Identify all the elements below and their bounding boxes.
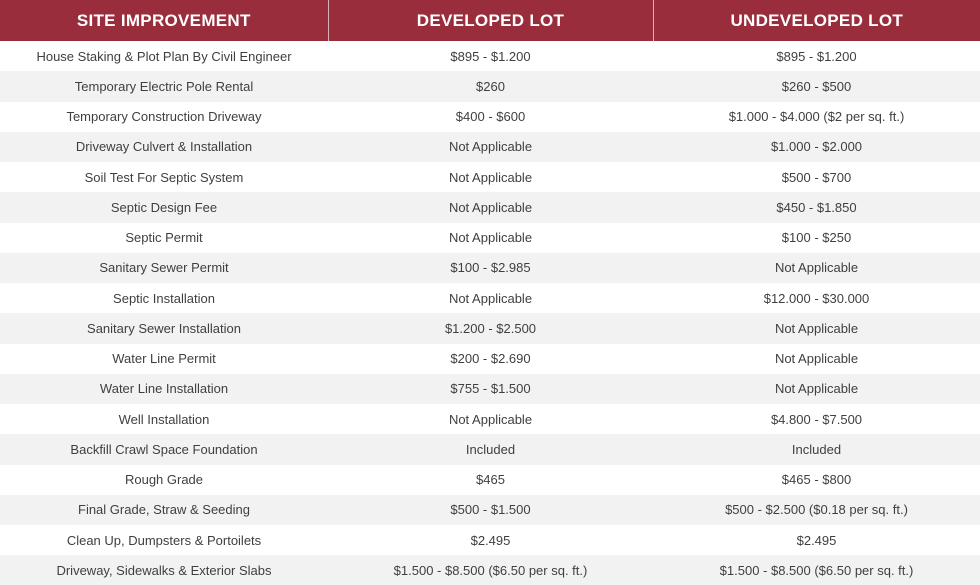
cell-undeveloped-lot: $1.000 - $2.000 <box>653 131 980 162</box>
cell-developed-lot: Not Applicable <box>328 222 653 253</box>
cell-undeveloped-lot: $2.495 <box>653 525 980 556</box>
cell-undeveloped-lot: $465 - $800 <box>653 464 980 495</box>
cell-developed-lot: Not Applicable <box>328 131 653 162</box>
table-row: Temporary Construction Driveway $400 - $6… <box>0 101 980 132</box>
cell-site-improvement: Rough Grade <box>0 464 328 495</box>
cell-site-improvement: Septic Installation <box>0 283 328 314</box>
table-row: Septic Permit Not Applicable $100 - $250 <box>0 222 980 253</box>
cell-site-improvement: Driveway, Sidewalks & Exterior Slabs <box>0 555 328 585</box>
cell-developed-lot: $200 - $2.690 <box>328 343 653 374</box>
cell-undeveloped-lot: Not Applicable <box>653 313 980 344</box>
cell-undeveloped-lot: Not Applicable <box>653 343 980 374</box>
cell-undeveloped-lot: $500 - $700 <box>653 162 980 193</box>
header-row: SITE IMPROVEMENT DEVELOPED LOT UNDEVELOP… <box>0 0 980 41</box>
cell-developed-lot: $1.500 - $8.500 ($6.50 per sq. ft.) <box>328 555 653 585</box>
cell-undeveloped-lot: $4.800 - $7.500 <box>653 404 980 435</box>
cell-site-improvement: Water Line Installation <box>0 373 328 404</box>
cell-developed-lot: $100 - $2.985 <box>328 252 653 283</box>
header-undeveloped-lot: UNDEVELOPED LOT <box>652 0 980 41</box>
cell-site-improvement: Water Line Permit <box>0 343 328 374</box>
cell-site-improvement: Well Installation <box>0 404 328 435</box>
table-row: Sanitary Sewer Installation $1.200 - $2.5… <box>0 313 980 344</box>
cell-site-improvement: Temporary Electric Pole Rental <box>0 71 328 102</box>
cell-site-improvement: Temporary Construction Driveway <box>0 101 328 132</box>
cell-developed-lot: $895 - $1.200 <box>328 41 653 72</box>
cell-developed-lot: Not Applicable <box>328 283 653 314</box>
table-row: Water Line Permit $200 - $2.690 Not Applic… <box>0 343 980 374</box>
cell-undeveloped-lot: Included <box>653 434 980 465</box>
cell-undeveloped-lot: $500 - $2.500 ($0.18 per sq. ft.) <box>653 494 980 525</box>
cell-developed-lot: $500 - $1.500 <box>328 494 653 525</box>
cell-site-improvement: Driveway Culvert & Installation <box>0 131 328 162</box>
cell-site-improvement: House Staking & Plot Plan By Civil Engin… <box>0 41 328 72</box>
table-row: Clean Up, Dumpsters & Portoilets $2.495 $2… <box>0 525 980 556</box>
cell-developed-lot: $755 - $1.500 <box>328 373 653 404</box>
table-row: Septic Design Fee Not Applicable $450 - $1… <box>0 192 980 223</box>
cell-developed-lot: Not Applicable <box>328 162 653 193</box>
cell-site-improvement: Sanitary Sewer Installation <box>0 313 328 344</box>
cell-site-improvement: Sanitary Sewer Permit <box>0 252 328 283</box>
cell-developed-lot: Included <box>328 434 653 465</box>
table-body: House Staking & Plot Plan By Civil Engin… <box>0 41 980 585</box>
cell-undeveloped-lot: $1.000 - $4.000 ($2 per sq. ft.) <box>653 101 980 132</box>
table-row: Final Grade, Straw & Seeding $500 - $1.50… <box>0 494 980 525</box>
table-row: Well Installation Not Applicable $4.800 - … <box>0 404 980 435</box>
cell-undeveloped-lot: $1.500 - $8.500 ($6.50 per sq. ft.) <box>653 555 980 585</box>
cell-site-improvement: Septic Design Fee <box>0 192 328 223</box>
cell-undeveloped-lot: Not Applicable <box>653 252 980 283</box>
table-row: House Staking & Plot Plan By Civil Engin… <box>0 41 980 72</box>
table-row: Temporary Electric Pole Rental $260 $260 -… <box>0 71 980 102</box>
table-row: Sanitary Sewer Permit $100 - $2.985 Not Ap… <box>0 252 980 283</box>
cell-site-improvement: Septic Permit <box>0 222 328 253</box>
cell-developed-lot: $2.495 <box>328 525 653 556</box>
cell-developed-lot: $400 - $600 <box>328 101 653 132</box>
cell-undeveloped-lot: $12.000 - $30.000 <box>653 283 980 314</box>
table-row: Backfill Crawl Space Foundation Included I… <box>0 434 980 465</box>
table-header: SITE IMPROVEMENT DEVELOPED LOT UNDEVELOP… <box>0 0 980 41</box>
cell-developed-lot: $465 <box>328 464 653 495</box>
table-row: Driveway, Sidewalks & Exterior Slabs $1.5… <box>0 555 980 585</box>
cell-undeveloped-lot: Not Applicable <box>653 373 980 404</box>
cell-site-improvement: Backfill Crawl Space Foundation <box>0 434 328 465</box>
cell-undeveloped-lot: $450 - $1.850 <box>653 192 980 223</box>
table-row: Rough Grade $465 $465 - $800 <box>0 464 980 495</box>
cell-site-improvement: Clean Up, Dumpsters & Portoilets <box>0 525 328 556</box>
table-row: Septic Installation Not Applicable $12.000… <box>0 283 980 314</box>
table-row: Soil Test For Septic System Not Applicabl… <box>0 162 980 193</box>
cell-undeveloped-lot: $100 - $250 <box>653 222 980 253</box>
table-row: Driveway Culvert & Installation Not Appli… <box>0 131 980 162</box>
cell-undeveloped-lot: $260 - $500 <box>653 71 980 102</box>
cell-developed-lot: Not Applicable <box>328 404 653 435</box>
header-site-improvement: SITE IMPROVEMENT <box>0 0 328 41</box>
cell-site-improvement: Soil Test For Septic System <box>0 162 328 193</box>
cell-developed-lot: $1.200 - $2.500 <box>328 313 653 344</box>
cell-developed-lot: $260 <box>328 71 653 102</box>
table-row: Water Line Installation $755 - $1.500 Not … <box>0 373 980 404</box>
cell-developed-lot: Not Applicable <box>328 192 653 223</box>
header-developed-lot: DEVELOPED LOT <box>327 0 653 41</box>
cell-undeveloped-lot: $895 - $1.200 <box>653 41 980 72</box>
cell-site-improvement: Final Grade, Straw & Seeding <box>0 494 328 525</box>
